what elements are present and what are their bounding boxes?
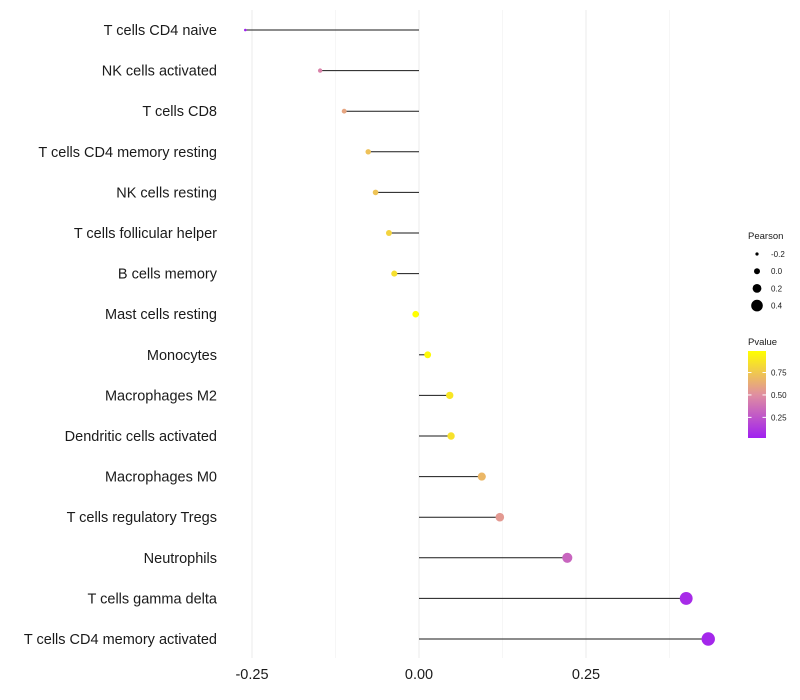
data-point xyxy=(477,472,486,481)
x-tick-label: -0.25 xyxy=(235,667,268,683)
category-label: NK cells resting xyxy=(116,185,217,201)
category-label: T cells CD4 naive xyxy=(104,23,217,39)
data-point xyxy=(372,189,379,196)
category-label: T cells CD4 memory activated xyxy=(24,632,217,648)
legend-size-label: -0.2 xyxy=(771,250,785,259)
x-tick-label: 0.25 xyxy=(572,667,600,683)
category-label: Mast cells resting xyxy=(105,307,217,323)
data-point xyxy=(317,68,323,73)
legend-color-label: 0.75 xyxy=(771,369,787,378)
data-point xyxy=(446,391,454,400)
data-point xyxy=(562,552,573,563)
category-label: T cells gamma delta xyxy=(88,591,218,607)
data-point xyxy=(385,230,392,236)
category-label: Neutrophils xyxy=(144,551,217,567)
category-label: Macrophages M2 xyxy=(105,388,217,404)
legend-color-title: Pvalue xyxy=(748,337,777,348)
data-point xyxy=(365,149,371,155)
legend-size-title: Pearson xyxy=(748,231,783,242)
data-point xyxy=(679,591,693,605)
data-point xyxy=(412,310,419,318)
legend-color-bar xyxy=(748,351,766,438)
category-label: T cells CD8 xyxy=(142,104,217,120)
legend-size-key xyxy=(754,268,760,275)
category-label: T cells regulatory Tregs xyxy=(67,510,217,526)
data-point xyxy=(244,28,247,32)
x-tick-label: 0.00 xyxy=(405,667,433,683)
data-point xyxy=(701,632,715,646)
data-point xyxy=(495,512,505,522)
legend-size-label: 0.0 xyxy=(771,267,783,276)
legend-size-key xyxy=(755,252,759,256)
legend-color-label: 0.25 xyxy=(771,413,787,422)
data-point xyxy=(424,351,432,359)
data-point xyxy=(341,108,347,114)
legend-color-label: 0.50 xyxy=(771,391,787,400)
data-point xyxy=(391,270,398,277)
category-label: T cells follicular helper xyxy=(74,226,217,242)
legend-size-label: 0.4 xyxy=(771,302,783,311)
category-label: Dendritic cells activated xyxy=(65,429,217,445)
legend-size-key xyxy=(752,284,762,293)
data-point xyxy=(447,432,455,440)
category-label: Macrophages M0 xyxy=(105,470,217,486)
category-label: NK cells activated xyxy=(102,64,217,80)
category-label: B cells memory xyxy=(118,267,218,283)
category-label: T cells CD4 memory resting xyxy=(38,145,217,161)
legend-size-label: 0.2 xyxy=(771,284,783,293)
legend-size-key xyxy=(751,299,763,312)
category-label: Monocytes xyxy=(147,348,217,364)
